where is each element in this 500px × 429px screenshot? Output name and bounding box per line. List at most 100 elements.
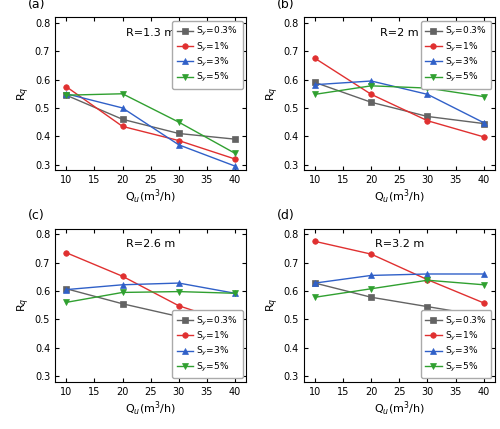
S$_y$=3% [424, 92, 430, 97]
S$_y$=1% [232, 157, 238, 162]
Line: S$_y$=3%: S$_y$=3% [312, 271, 486, 286]
Text: (b): (b) [277, 0, 294, 11]
S$_y$=1% [176, 138, 182, 143]
Text: (d): (d) [277, 209, 294, 223]
S$_y$=0.3% [480, 121, 486, 126]
S$_y$=5% [424, 85, 430, 91]
S$_y$=0.3% [424, 304, 430, 309]
S$_y$=1% [424, 277, 430, 282]
S$_y$=0.3% [312, 80, 318, 85]
S$_y$=0.3% [120, 301, 126, 306]
S$_y$=5% [232, 291, 238, 296]
Legend: S$_y$=0.3%, S$_y$=1%, S$_y$=3%, S$_y$=5%: S$_y$=0.3%, S$_y$=1%, S$_y$=3%, S$_y$=5% [172, 21, 242, 89]
S$_y$=3% [64, 91, 70, 97]
S$_y$=1% [480, 134, 486, 139]
S$_y$=3% [232, 163, 238, 169]
S$_y$=1% [312, 56, 318, 61]
Line: S$_y$=0.3%: S$_y$=0.3% [64, 286, 238, 327]
S$_y$=0.3% [424, 114, 430, 119]
Legend: S$_y$=0.3%, S$_y$=1%, S$_y$=3%, S$_y$=5%: S$_y$=0.3%, S$_y$=1%, S$_y$=3%, S$_y$=5% [420, 21, 492, 89]
Line: S$_y$=1%: S$_y$=1% [312, 55, 486, 140]
S$_y$=3% [176, 142, 182, 148]
S$_y$=5% [176, 120, 182, 125]
S$_y$=1% [120, 274, 126, 279]
S$_y$=5% [312, 92, 318, 97]
Legend: S$_y$=0.3%, S$_y$=1%, S$_y$=3%, S$_y$=5%: S$_y$=0.3%, S$_y$=1%, S$_y$=3%, S$_y$=5% [420, 310, 492, 378]
S$_y$=1% [424, 118, 430, 123]
X-axis label: Q$_u$(m$^3$/h): Q$_u$(m$^3$/h) [125, 399, 176, 418]
S$_y$=0.3% [368, 100, 374, 105]
Line: S$_y$=1%: S$_y$=1% [64, 84, 238, 162]
Text: (a): (a) [28, 0, 46, 11]
S$_y$=5% [232, 151, 238, 156]
S$_y$=5% [368, 286, 374, 291]
Y-axis label: R$_q$: R$_q$ [16, 87, 32, 101]
Text: R=3.2 m: R=3.2 m [374, 239, 424, 249]
X-axis label: Q$_u$(m$^3$/h): Q$_u$(m$^3$/h) [374, 188, 425, 206]
S$_y$=5% [64, 93, 70, 98]
Line: S$_y$=5%: S$_y$=5% [64, 91, 238, 156]
Line: S$_y$=1%: S$_y$=1% [64, 250, 238, 327]
X-axis label: Q$_u$(m$^3$/h): Q$_u$(m$^3$/h) [374, 399, 425, 418]
S$_y$=0.3% [64, 286, 70, 291]
S$_y$=5% [480, 94, 486, 99]
S$_y$=0.3% [312, 281, 318, 286]
S$_y$=0.3% [120, 117, 126, 122]
S$_y$=5% [312, 295, 318, 300]
S$_y$=3% [480, 272, 486, 277]
S$_y$=1% [64, 250, 70, 255]
S$_y$=3% [312, 281, 318, 286]
Line: S$_y$=0.3%: S$_y$=0.3% [312, 280, 486, 319]
S$_y$=5% [120, 91, 126, 97]
Line: S$_y$=3%: S$_y$=3% [64, 280, 238, 296]
S$_y$=0.3% [176, 314, 182, 319]
Line: S$_y$=0.3%: S$_y$=0.3% [312, 80, 486, 126]
S$_y$=1% [368, 92, 374, 97]
S$_y$=1% [120, 124, 126, 129]
Line: S$_y$=3%: S$_y$=3% [64, 91, 238, 169]
Y-axis label: R$_q$: R$_q$ [16, 298, 32, 312]
S$_y$=5% [120, 290, 126, 295]
S$_y$=3% [368, 273, 374, 278]
S$_y$=0.3% [64, 93, 70, 98]
S$_y$=5% [64, 300, 70, 305]
S$_y$=0.3% [232, 322, 238, 327]
X-axis label: Q$_u$(m$^3$/h): Q$_u$(m$^3$/h) [125, 188, 176, 206]
Line: S$_y$=1%: S$_y$=1% [312, 239, 486, 306]
S$_y$=1% [176, 303, 182, 308]
S$_y$=0.3% [368, 295, 374, 300]
S$_y$=5% [480, 282, 486, 287]
S$_y$=3% [424, 272, 430, 277]
S$_y$=3% [312, 82, 318, 87]
Text: (c): (c) [28, 209, 45, 223]
S$_y$=1% [368, 251, 374, 257]
Text: R=1.3 m: R=1.3 m [126, 28, 175, 38]
S$_y$=1% [312, 239, 318, 244]
S$_y$=5% [176, 289, 182, 294]
S$_y$=3% [480, 120, 486, 125]
S$_y$=3% [64, 287, 70, 292]
S$_y$=0.3% [176, 131, 182, 136]
S$_y$=0.3% [480, 314, 486, 319]
S$_y$=3% [176, 281, 182, 286]
S$_y$=1% [480, 300, 486, 305]
S$_y$=5% [368, 83, 374, 88]
S$_y$=3% [120, 106, 126, 111]
Line: S$_y$=3%: S$_y$=3% [312, 78, 486, 126]
Text: R=2 m: R=2 m [380, 28, 418, 38]
Text: R=2.6 m: R=2.6 m [126, 239, 176, 249]
S$_y$=3% [368, 79, 374, 84]
Line: S$_y$=5%: S$_y$=5% [312, 278, 486, 300]
S$_y$=0.3% [232, 136, 238, 142]
S$_y$=3% [232, 291, 238, 296]
Y-axis label: R$_q$: R$_q$ [264, 298, 280, 312]
S$_y$=3% [120, 282, 126, 287]
Legend: S$_y$=0.3%, S$_y$=1%, S$_y$=3%, S$_y$=5%: S$_y$=0.3%, S$_y$=1%, S$_y$=3%, S$_y$=5% [172, 310, 242, 378]
Line: S$_y$=0.3%: S$_y$=0.3% [64, 92, 238, 142]
S$_y$=1% [64, 84, 70, 89]
S$_y$=5% [424, 278, 430, 283]
Line: S$_y$=5%: S$_y$=5% [312, 83, 486, 100]
Line: S$_y$=5%: S$_y$=5% [64, 289, 238, 305]
S$_y$=1% [232, 322, 238, 327]
Y-axis label: R$_q$: R$_q$ [264, 87, 280, 101]
